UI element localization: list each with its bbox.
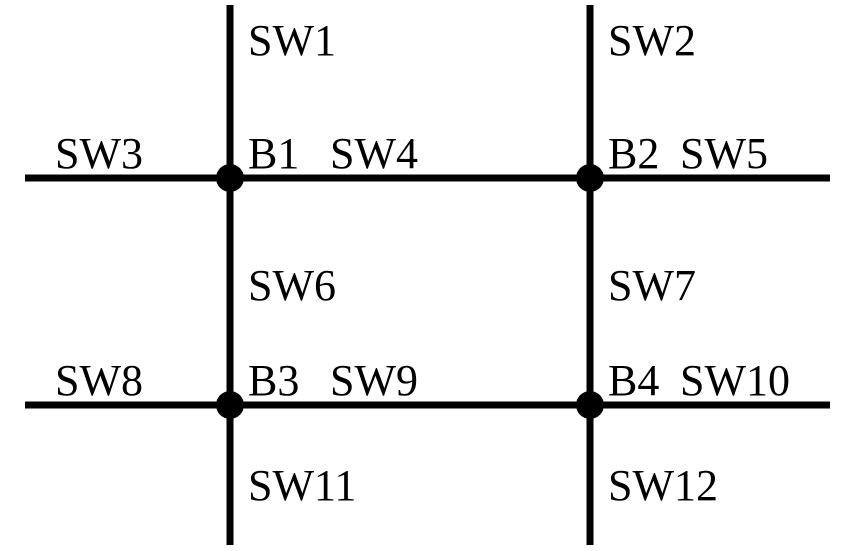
edge-label-sw6: SW6 xyxy=(248,261,336,310)
node-label-b1: B1 xyxy=(248,129,299,178)
labels-layer: SW1 SW2 SW3 SW4 SW5 SW6 SW7 SW8 SW9 SW10 SW11 SW12 B… xyxy=(55,16,790,510)
edge-label-sw11: SW11 xyxy=(248,461,356,510)
edge-label-sw12: SW12 xyxy=(608,461,718,510)
edge-label-sw2: SW2 xyxy=(608,16,696,65)
node-b4 xyxy=(576,391,604,419)
edge-label-sw9: SW9 xyxy=(330,356,418,405)
node-b3 xyxy=(216,391,244,419)
edge-label-sw7: SW7 xyxy=(608,261,696,310)
edge-label-sw4: SW4 xyxy=(330,129,418,178)
node-label-b2: B2 xyxy=(608,129,659,178)
edge-label-sw8: SW8 xyxy=(55,356,143,405)
node-label-b4: B4 xyxy=(608,356,659,405)
node-b1 xyxy=(216,164,244,192)
node-b2 xyxy=(576,164,604,192)
node-label-b3: B3 xyxy=(248,356,299,405)
edge-label-sw5: SW5 xyxy=(680,129,768,178)
edge-label-sw1: SW1 xyxy=(248,16,336,65)
edge-label-sw10: SW10 xyxy=(680,356,790,405)
circuit-diagram: SW1 SW2 SW3 SW4 SW5 SW6 SW7 SW8 SW9 SW10 SW11 SW12 B… xyxy=(0,0,856,551)
edge-label-sw3: SW3 xyxy=(55,129,143,178)
